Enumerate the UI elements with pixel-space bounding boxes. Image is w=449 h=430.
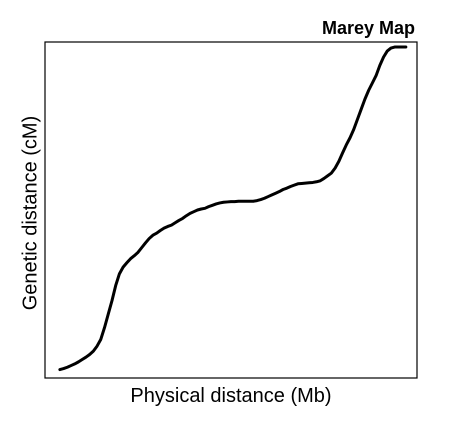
- plot-area-frame: [44, 41, 418, 379]
- x-axis-label: Physical distance (Mb): [130, 385, 332, 407]
- chart-title: Marey Map: [321, 18, 415, 38]
- series-line-0: [58, 45, 408, 372]
- y-axis-label: Genetic distance (cM): [19, 115, 42, 311]
